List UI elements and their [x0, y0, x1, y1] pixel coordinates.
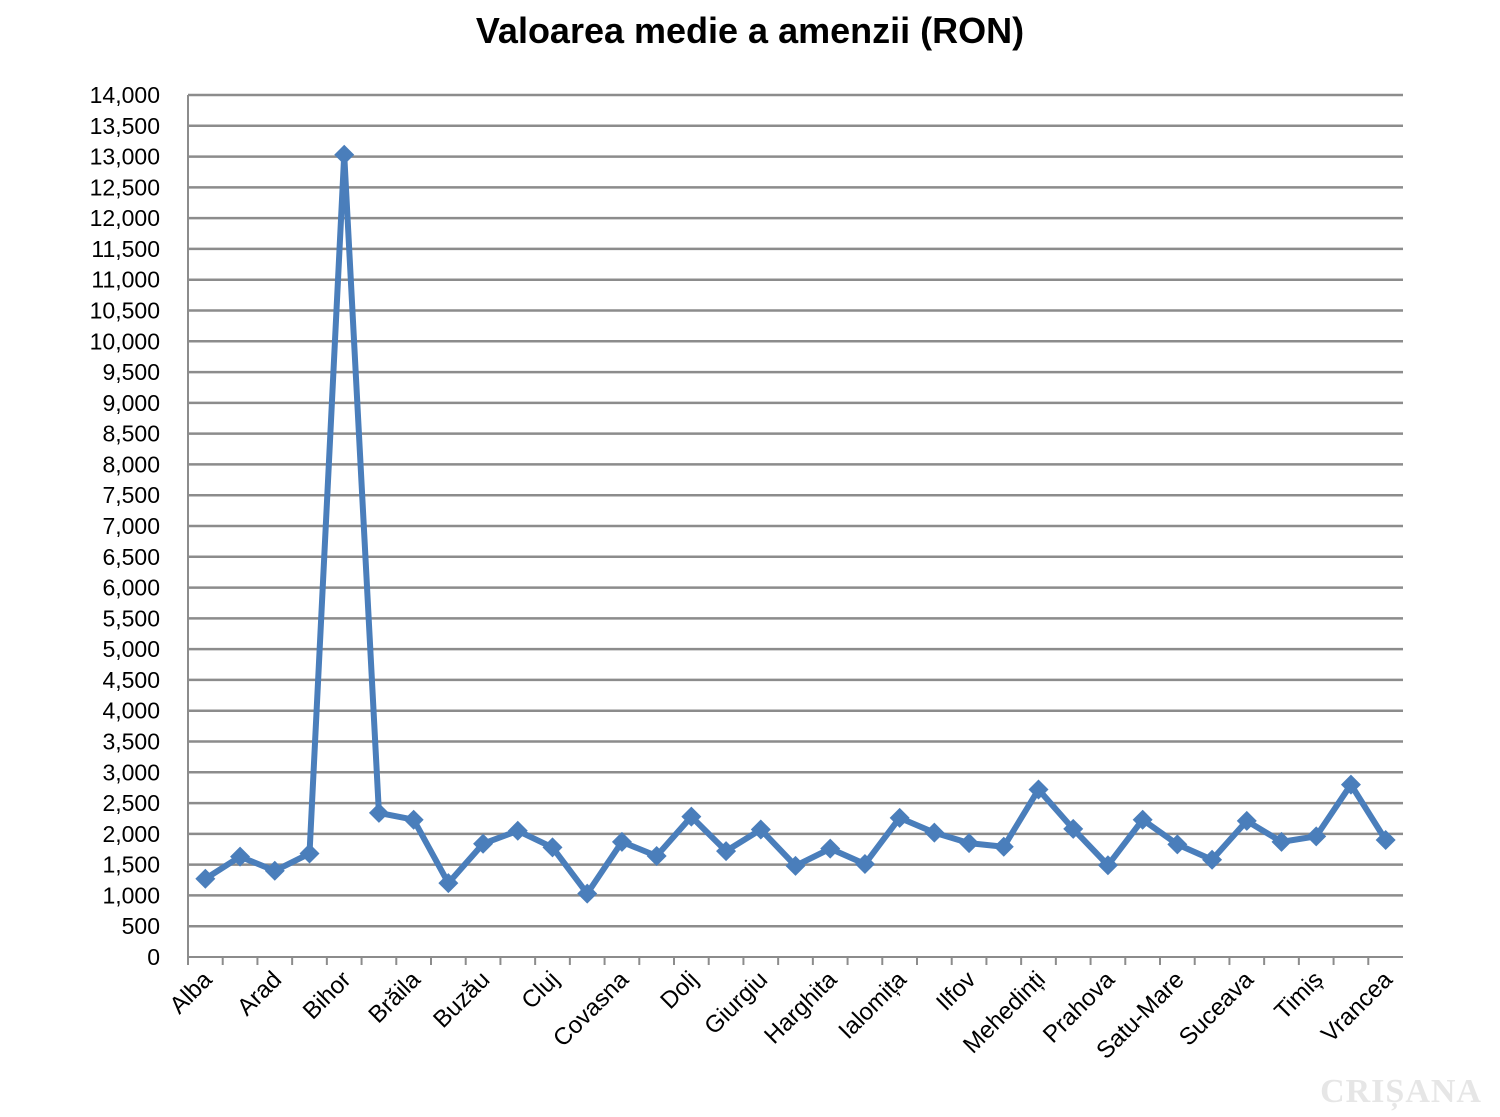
y-axis-tick-labels: 0 500 1,000 1,500 2,000 2,500 3,000 3,500 4,000 4…	[90, 82, 160, 970]
data-point-marker	[230, 846, 251, 867]
y-tick-label: 9,000	[102, 390, 160, 416]
data-point-marker	[1306, 826, 1327, 847]
data-point-marker	[1028, 779, 1049, 800]
x-category-label: Buzău	[428, 966, 495, 1033]
data-point-marker	[507, 820, 528, 841]
x-category-label: Vrancea	[1316, 966, 1398, 1048]
data-point-marker	[1167, 834, 1188, 855]
data-point-marker	[993, 836, 1014, 857]
data-point-marker	[368, 802, 389, 823]
x-category-label: Bihor	[298, 966, 357, 1025]
x-category-label: Ialomița	[833, 966, 912, 1045]
y-tick-label: 3,000	[102, 759, 160, 785]
y-tick-label: 10,500	[90, 298, 160, 324]
data-point-marker	[681, 806, 702, 827]
y-tick-label: 6,500	[102, 544, 160, 570]
y-tick-label: 14,000	[90, 82, 160, 108]
series-line	[203, 151, 1389, 897]
y-tick-label: 12,500	[90, 174, 160, 200]
data-point-marker	[1097, 855, 1118, 876]
data-point-marker	[1271, 831, 1292, 852]
y-tick-label: 8,000	[102, 451, 160, 477]
y-tick-label: 2,000	[102, 821, 160, 847]
grid-lines	[188, 93, 1403, 928]
data-point-marker	[889, 807, 910, 828]
series	[195, 144, 1396, 904]
y-tick-label: 13,500	[90, 113, 160, 139]
y-tick-label: 2,500	[102, 790, 160, 816]
y-tick-label: 9,500	[102, 359, 160, 385]
data-point-marker	[438, 873, 459, 894]
data-point-marker	[1236, 810, 1257, 831]
axes	[187, 95, 1403, 965]
x-category-label: Harghita	[759, 966, 843, 1050]
y-tick-label: 10,000	[90, 328, 160, 354]
x-category-label: Ilfov	[931, 966, 981, 1016]
data-point-marker	[473, 833, 494, 854]
y-tick-label: 11,000	[91, 267, 160, 293]
x-category-label: Brăila	[363, 966, 426, 1029]
x-category-label: Cluj	[516, 966, 564, 1014]
x-category-label: Alba	[165, 966, 219, 1020]
data-point-marker	[611, 831, 632, 852]
data-point-marker	[646, 846, 667, 867]
data-point-marker	[195, 868, 216, 889]
watermark-logo: CRIȘANA	[1320, 1073, 1482, 1110]
data-point-marker	[750, 819, 771, 840]
x-category-label: Covasna	[548, 966, 635, 1053]
data-point-marker	[577, 883, 598, 904]
y-tick-label: 4,000	[102, 698, 160, 724]
data-point-marker	[785, 855, 806, 876]
data-point-marker	[716, 841, 737, 862]
data-point-marker	[403, 809, 424, 830]
x-category-label: Timiș	[1269, 966, 1328, 1025]
y-tick-label: 8,500	[102, 421, 160, 447]
y-tick-label: 13,000	[90, 144, 160, 170]
y-tick-label: 7,500	[102, 482, 160, 508]
y-tick-label: 0	[147, 944, 160, 970]
y-tick-label: 11,500	[91, 236, 160, 262]
y-tick-label: 5,000	[102, 636, 160, 662]
y-tick-label: 5,500	[102, 605, 160, 631]
data-point-marker	[854, 854, 875, 875]
y-tick-label: 6,000	[102, 575, 160, 601]
y-tick-label: 12,000	[90, 205, 160, 231]
data-point-marker	[1132, 809, 1153, 830]
y-tick-label: 4,500	[102, 667, 160, 693]
y-tick-label: 1,500	[102, 852, 160, 878]
data-point-marker	[959, 833, 980, 854]
y-tick-label: 500	[122, 913, 160, 939]
data-point-marker	[1340, 774, 1361, 795]
data-point-marker	[334, 144, 355, 165]
data-point-marker	[820, 838, 841, 859]
data-point-marker	[1063, 818, 1084, 839]
data-point-marker	[264, 860, 285, 881]
x-category-label: Dolj	[655, 966, 703, 1014]
y-tick-label: 3,500	[102, 729, 160, 755]
x-category-label: Suceava	[1174, 966, 1260, 1052]
data-point-marker	[1202, 849, 1223, 870]
data-point-marker	[299, 843, 320, 864]
chart-title: Valoarea medie a amenzii (RON)	[475, 10, 1025, 51]
y-tick-label: 1,000	[102, 882, 160, 908]
data-point-marker	[924, 822, 945, 843]
data-point-marker	[542, 837, 563, 858]
data-point-marker	[1375, 830, 1396, 851]
y-tick-label: 7,000	[102, 513, 160, 539]
x-category-label: Arad	[232, 966, 287, 1021]
